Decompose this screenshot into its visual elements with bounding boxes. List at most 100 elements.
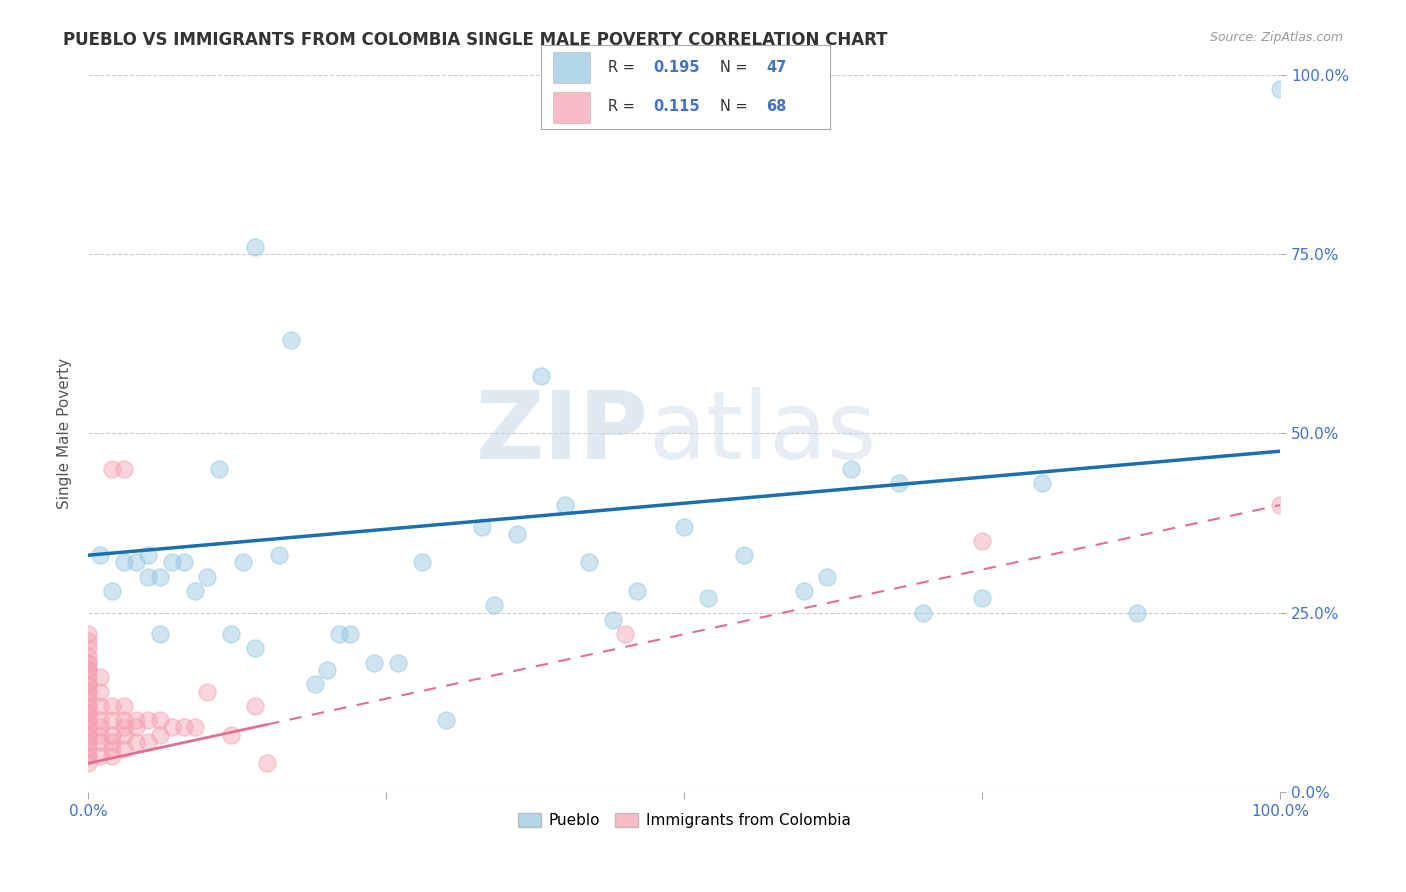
FancyBboxPatch shape: [553, 92, 591, 122]
Point: [315, 663, 337, 677]
Point: [77, 713, 100, 727]
Point: [160, 720, 183, 734]
Point: [267, 548, 290, 562]
Point: [471, 519, 494, 533]
Text: 47: 47: [766, 60, 786, 75]
Text: R =: R =: [607, 60, 640, 75]
Point: [160, 555, 183, 569]
Point: [125, 713, 148, 727]
Point: [77, 677, 100, 691]
Point: [411, 555, 433, 569]
Point: [101, 698, 124, 713]
Point: [280, 333, 302, 347]
Point: [136, 570, 159, 584]
Text: 0.115: 0.115: [654, 99, 700, 114]
Point: [136, 735, 159, 749]
Point: [792, 584, 814, 599]
Point: [125, 720, 148, 734]
Point: [77, 641, 100, 656]
Point: [839, 462, 862, 476]
Point: [89, 713, 111, 727]
Point: [243, 240, 266, 254]
Point: [697, 591, 720, 606]
Point: [112, 462, 135, 476]
Point: [89, 548, 111, 562]
Legend: Pueblo, Immigrants from Colombia: Pueblo, Immigrants from Colombia: [512, 807, 856, 835]
Point: [77, 742, 100, 756]
Text: N =: N =: [720, 99, 752, 114]
Point: [972, 533, 994, 548]
Point: [184, 720, 207, 734]
Point: [149, 728, 172, 742]
Point: [613, 627, 636, 641]
Text: atlas: atlas: [648, 387, 877, 479]
Point: [125, 555, 148, 569]
Point: [530, 368, 553, 383]
Point: [112, 742, 135, 756]
Text: 0.195: 0.195: [654, 60, 700, 75]
Point: [89, 670, 111, 684]
Point: [149, 570, 172, 584]
Point: [339, 627, 361, 641]
Point: [77, 749, 100, 764]
Point: [1126, 606, 1149, 620]
Point: [77, 698, 100, 713]
Point: [578, 555, 600, 569]
Text: Source: ZipAtlas.com: Source: ZipAtlas.com: [1209, 31, 1343, 45]
Point: [112, 713, 135, 727]
Point: [77, 720, 100, 734]
Point: [77, 670, 100, 684]
Point: [184, 584, 207, 599]
Point: [112, 555, 135, 569]
Point: [77, 706, 100, 720]
Point: [77, 684, 100, 698]
Point: [112, 728, 135, 742]
Point: [77, 648, 100, 663]
Point: [887, 476, 910, 491]
Point: [972, 591, 994, 606]
Point: [434, 713, 457, 727]
Point: [195, 570, 218, 584]
Point: [77, 656, 100, 670]
Point: [77, 735, 100, 749]
Point: [328, 627, 350, 641]
Point: [89, 735, 111, 749]
Text: 68: 68: [766, 99, 786, 114]
Point: [77, 749, 100, 764]
Point: [136, 713, 159, 727]
Point: [101, 728, 124, 742]
Point: [1270, 498, 1292, 512]
Point: [173, 555, 195, 569]
Point: [101, 713, 124, 727]
Text: PUEBLO VS IMMIGRANTS FROM COLOMBIA SINGLE MALE POVERTY CORRELATION CHART: PUEBLO VS IMMIGRANTS FROM COLOMBIA SINGL…: [63, 31, 887, 49]
Point: [89, 684, 111, 698]
Point: [602, 613, 624, 627]
Point: [232, 555, 254, 569]
Point: [77, 691, 100, 706]
Point: [77, 684, 100, 698]
Point: [136, 548, 159, 562]
Point: [77, 698, 100, 713]
Point: [554, 498, 576, 512]
Point: [243, 641, 266, 656]
Point: [89, 728, 111, 742]
Point: [77, 677, 100, 691]
Y-axis label: Single Male Poverty: Single Male Poverty: [58, 358, 72, 508]
Point: [112, 698, 135, 713]
Point: [101, 462, 124, 476]
Point: [77, 627, 100, 641]
Point: [89, 720, 111, 734]
Point: [626, 584, 648, 599]
Point: [77, 656, 100, 670]
Point: [387, 656, 409, 670]
Point: [77, 720, 100, 734]
Point: [1031, 476, 1053, 491]
Point: [482, 599, 505, 613]
Point: [256, 756, 278, 771]
Point: [125, 735, 148, 749]
Point: [77, 634, 100, 648]
Text: R =: R =: [607, 99, 640, 114]
Point: [815, 570, 838, 584]
Point: [77, 663, 100, 677]
Text: N =: N =: [720, 60, 752, 75]
